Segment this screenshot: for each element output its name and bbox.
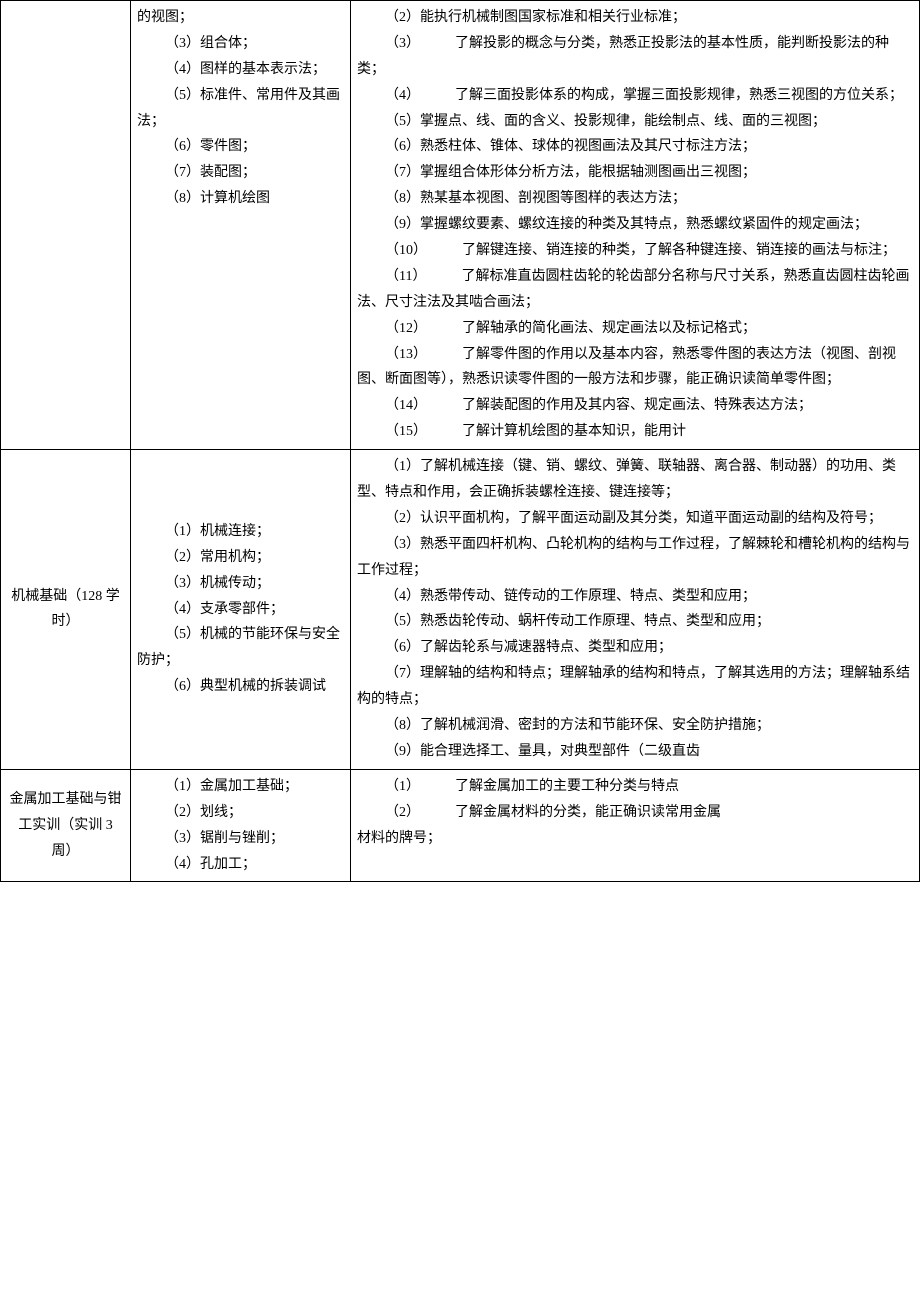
content-topics-cell: （1）机械连接；（2）常用机构；（3）机械传动；（4）支承零部件；（5）机械的节… bbox=[131, 450, 351, 770]
topic-item: （3）组合体； bbox=[137, 31, 344, 57]
topic-item: （6）典型机械的拆装调试 bbox=[137, 674, 344, 700]
table-body: 的视图；（3）组合体；（4）图样的基本表示法；（5）标准件、常用件及其画法；（6… bbox=[1, 1, 920, 882]
topic-item: （6）零件图； bbox=[137, 134, 344, 160]
topic-item: （4）支承零部件； bbox=[137, 597, 344, 623]
objective-item: （2）能执行机械制图国家标准和相关行业标准； bbox=[357, 5, 913, 31]
topic-item: （3）机械传动； bbox=[137, 571, 344, 597]
topic-item: （7）装配图； bbox=[137, 160, 344, 186]
objective-item: （12） 了解轴承的简化画法、规定画法以及标记格式； bbox=[357, 316, 913, 342]
course-name-cell bbox=[1, 1, 131, 450]
objective-item: （9）掌握螺纹要素、螺纹连接的种类及其特点，熟悉螺纹紧固件的规定画法； bbox=[357, 212, 913, 238]
objective-item: （14） 了解装配图的作用及其内容、规定画法、特殊表达方法； bbox=[357, 393, 913, 419]
objective-item: （7）掌握组合体形体分析方法，能根据轴测图画出三视图； bbox=[357, 160, 913, 186]
objective-item: （2）认识平面机构，了解平面运动副及其分类，知道平面运动副的结构及符号； bbox=[357, 506, 913, 532]
objective-item: （8）熟某基本视图、剖视图等图样的表达方法； bbox=[357, 186, 913, 212]
course-name-cell: 金属加工基础与钳工实训（实训 3 周） bbox=[1, 769, 131, 882]
objective-item: （11） 了解标准直齿圆柱齿轮的轮齿部分名称与尺寸关系，熟悉直齿圆柱齿轮画法、尺… bbox=[357, 264, 913, 316]
course-name-cell: 机械基础（128 学时） bbox=[1, 450, 131, 770]
topic-item: （1）机械连接； bbox=[137, 519, 344, 545]
topic-item: （2）常用机构； bbox=[137, 545, 344, 571]
content-topics-cell: （1）金属加工基础；（2）划线；（3）锯削与锉削；（4）孔加工； bbox=[131, 769, 351, 882]
objective-item: （13） 了解零件图的作用以及基本内容，熟悉零件图的表达方法（视图、剖视图、断面… bbox=[357, 342, 913, 394]
content-topics-cell: 的视图；（3）组合体；（4）图样的基本表示法；（5）标准件、常用件及其画法；（6… bbox=[131, 1, 351, 450]
objective-item: 材料的牌号； bbox=[357, 826, 913, 852]
topic-item: （3）锯削与锉削； bbox=[137, 826, 344, 852]
objective-item: （9）能合理选择工、量具，对典型部件（二级直齿 bbox=[357, 739, 913, 765]
objective-item: （1） 了解金属加工的主要工种分类与特点 bbox=[357, 774, 913, 800]
topic-item: （1）金属加工基础； bbox=[137, 774, 344, 800]
topic-item: 的视图； bbox=[137, 5, 344, 31]
table-row: 金属加工基础与钳工实训（实训 3 周）（1）金属加工基础；（2）划线；（3）锯削… bbox=[1, 769, 920, 882]
objective-item: （15） 了解计算机绘图的基本知识，能用计 bbox=[357, 419, 913, 445]
table-row: 机械基础（128 学时）（1）机械连接；（2）常用机构；（3）机械传动；（4）支… bbox=[1, 450, 920, 770]
curriculum-table: 的视图；（3）组合体；（4）图样的基本表示法；（5）标准件、常用件及其画法；（6… bbox=[0, 0, 920, 882]
objectives-cell: （1） 了解金属加工的主要工种分类与特点（2） 了解金属材料的分类，能正确识读常… bbox=[351, 769, 920, 882]
objectives-cell: （2）能执行机械制图国家标准和相关行业标准；（3） 了解投影的概念与分类，熟悉正… bbox=[351, 1, 920, 450]
objective-item: （3） 了解投影的概念与分类，熟悉正投影法的基本性质，能判断投影法的种类； bbox=[357, 31, 913, 83]
topic-item: （5）机械的节能环保与安全防护； bbox=[137, 622, 344, 674]
topic-item: （5）标准件、常用件及其画法； bbox=[137, 83, 344, 135]
objective-item: （8）了解机械润滑、密封的方法和节能环保、安全防护措施； bbox=[357, 713, 913, 739]
objective-item: （5）掌握点、线、面的含义、投影规律，能绘制点、线、面的三视图； bbox=[357, 109, 913, 135]
objective-item: （10） 了解键连接、销连接的种类，了解各种键连接、销连接的画法与标注； bbox=[357, 238, 913, 264]
table-row: 的视图；（3）组合体；（4）图样的基本表示法；（5）标准件、常用件及其画法；（6… bbox=[1, 1, 920, 450]
objectives-cell: （1）了解机械连接（键、销、螺纹、弹簧、联轴器、离合器、制动器）的功用、类型、特… bbox=[351, 450, 920, 770]
objective-item: （6）了解齿轮系与减速器特点、类型和应用； bbox=[357, 635, 913, 661]
objective-item: （2） 了解金属材料的分类，能正确识读常用金属 bbox=[357, 800, 913, 826]
topic-item: （4）孔加工； bbox=[137, 852, 344, 878]
objective-item: （5）熟悉齿轮传动、蜗杆传动工作原理、特点、类型和应用； bbox=[357, 609, 913, 635]
topic-item: （8）计算机绘图 bbox=[137, 186, 344, 212]
topic-item: （4）图样的基本表示法； bbox=[137, 57, 344, 83]
objective-item: （1）了解机械连接（键、销、螺纹、弹簧、联轴器、离合器、制动器）的功用、类型、特… bbox=[357, 454, 913, 506]
objective-item: （4） 了解三面投影体系的构成，掌握三面投影规律，熟悉三视图的方位关系； bbox=[357, 83, 913, 109]
objective-item: （4）熟悉带传动、链传动的工作原理、特点、类型和应用； bbox=[357, 584, 913, 610]
topic-item: （2）划线； bbox=[137, 800, 344, 826]
objective-item: （6）熟悉柱体、锥体、球体的视图画法及其尺寸标注方法； bbox=[357, 134, 913, 160]
objective-item: （3）熟悉平面四杆机构、凸轮机构的结构与工作过程，了解棘轮和槽轮机构的结构与工作… bbox=[357, 532, 913, 584]
objective-item: （7）理解轴的结构和特点；理解轴承的结构和特点，了解其选用的方法；理解轴系结构的… bbox=[357, 661, 913, 713]
